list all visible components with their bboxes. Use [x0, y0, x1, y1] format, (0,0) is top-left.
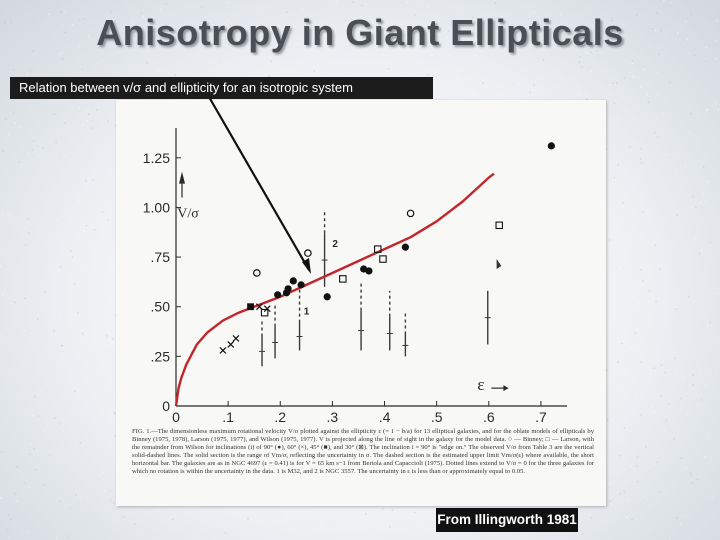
x-tick-label: .5 [431, 409, 443, 425]
y-tick-label: 0 [162, 398, 170, 414]
data-point-filled-circle [323, 293, 331, 301]
data-point-open-square [495, 221, 503, 230]
data-point-filled-circle [360, 265, 368, 273]
data-point-cross [219, 346, 227, 354]
annotation-arrow-line [204, 89, 310, 271]
x-axis-label: ε [477, 375, 484, 394]
data-point-open-circle [406, 209, 415, 218]
figure-scan: 0.1.2.3.4.5.6.7 0.25.50.75 1.00 1.25 V/σ ε 1 2 … [116, 100, 606, 506]
x-tick-label: 0 [172, 409, 180, 425]
x-axis-arrow-head [503, 385, 509, 392]
y-tick-label: 1.00 [143, 199, 170, 215]
data-point-filled-circle [274, 291, 282, 299]
y-axis-arrow-head [179, 171, 185, 184]
data-point-filled-circle [297, 281, 305, 289]
y-axis-label: V/σ [177, 206, 199, 221]
data-point-cross [227, 341, 235, 348]
data-point-open-square [339, 275, 347, 283]
scatter-chart: 0 .1 .2 .3 .4 .5 .6 .7 0 .25 .50 .75 1.00 1.25 V/σ ε 1 2 [143, 128, 567, 425]
y-tick-label: .25 [151, 348, 171, 364]
data-point-filled-square [247, 303, 254, 311]
y-tick-label: 1.25 [143, 150, 170, 166]
data-point-cross [255, 303, 263, 311]
credit-label: From Illingworth 1981 [436, 508, 578, 532]
data-point-filled-circle [547, 142, 555, 150]
x-tick-label: .4 [379, 409, 391, 425]
x-tick-label: .3 [327, 409, 339, 425]
data-point-cross [232, 335, 240, 342]
data-point-filled-circle [282, 289, 291, 297]
figure-caption-text: FIG. 1.—The dimensionless maximum rotati… [132, 428, 594, 476]
data-point-filled-circle [289, 277, 297, 285]
x-tick-label: .6 [483, 409, 495, 425]
x-tick-label: .2 [274, 409, 286, 425]
data-point-open-square [260, 308, 269, 317]
chart-annotation: 1 [304, 307, 310, 318]
y-tick-label: .50 [151, 299, 171, 315]
data-point-open-square [374, 245, 382, 253]
chart-annotation: 2 [332, 239, 338, 250]
y-tick-label: .75 [151, 249, 171, 265]
slide-title: Anisotropy in Giant Ellipticals [96, 12, 624, 53]
data-point-open-circle [253, 269, 261, 277]
annotation-arrow-head [302, 258, 311, 274]
data-point-filled-circle [401, 243, 409, 251]
data-point-open-square [379, 255, 387, 263]
cursor-icon [496, 259, 502, 269]
x-tick-label: .7 [535, 409, 547, 425]
x-tick-label: .1 [222, 409, 234, 425]
data-point-open-circle [304, 249, 312, 257]
slide-caption: Relation between v/σ and ellipticity for… [10, 77, 433, 99]
data-point-cross [263, 305, 271, 313]
